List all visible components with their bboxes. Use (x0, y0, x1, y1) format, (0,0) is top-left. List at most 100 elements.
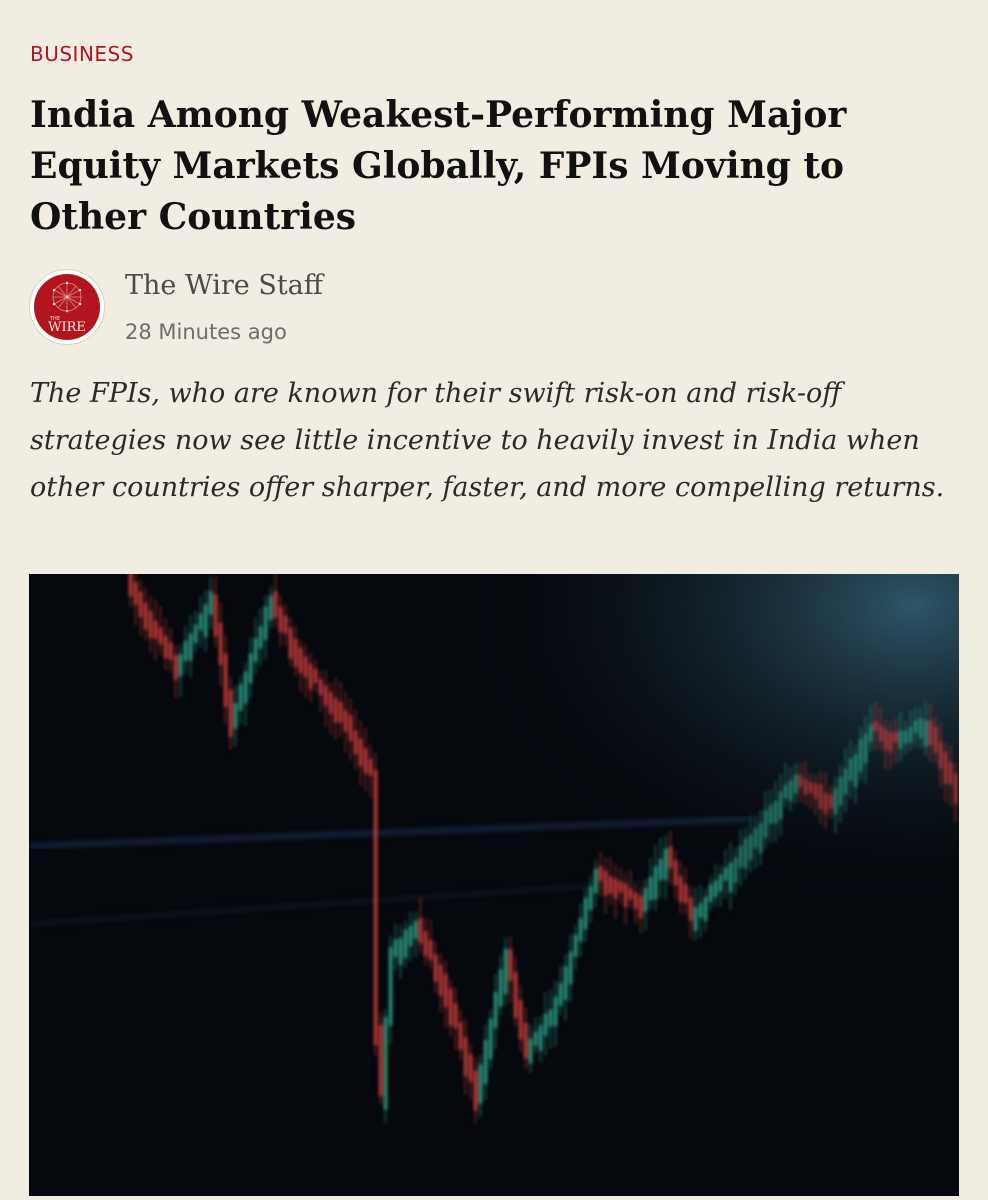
candle-body (259, 626, 263, 649)
candle-body (134, 581, 138, 605)
candle-body (804, 778, 808, 795)
svg-text:WIRE: WIRE (48, 320, 86, 335)
candle-body (549, 1009, 553, 1027)
candle-body (169, 642, 173, 661)
candle-body (854, 754, 858, 788)
candle-body (814, 783, 818, 800)
author-name[interactable]: The Wire Staff (125, 270, 323, 301)
candle-body (769, 805, 773, 824)
candle-body (214, 594, 218, 637)
candle-body (384, 1017, 388, 1110)
candle-body (909, 726, 913, 743)
candle-body (329, 691, 333, 714)
candle-body (374, 770, 378, 1046)
candle-body (509, 948, 513, 981)
candle-body (399, 937, 403, 965)
candle-body (389, 947, 393, 1026)
candle-body (434, 954, 438, 982)
candle-body (414, 920, 418, 939)
candle-body (844, 768, 848, 795)
candle-body (369, 758, 373, 776)
candle-body (319, 679, 323, 696)
candle-body (559, 982, 563, 1006)
candle-body (249, 653, 253, 684)
article-hero-image[interactable] (29, 574, 959, 1196)
candle-body (884, 729, 888, 751)
candle-body (784, 784, 788, 799)
candle-body (464, 1037, 468, 1077)
candle-body (894, 732, 898, 743)
candle-body (524, 1022, 528, 1059)
candle-body (739, 845, 743, 868)
candle-body (469, 1054, 473, 1082)
candle-body (704, 896, 708, 921)
candle-body (934, 727, 938, 753)
candle-body (404, 929, 408, 958)
candle-body (589, 886, 593, 911)
candle-body (694, 907, 698, 932)
candle-body (364, 748, 368, 774)
article-standfirst: The FPIs, who are known for their swift … (30, 378, 945, 503)
candle-body (439, 964, 443, 996)
candle-body (189, 633, 193, 661)
candle-body (244, 671, 248, 704)
candle-body (199, 613, 203, 631)
candle-body (929, 720, 933, 746)
candle-body (339, 701, 343, 723)
candle-body (474, 1070, 478, 1111)
candle-body (744, 838, 748, 869)
candle-body (819, 784, 823, 810)
candle-body (409, 925, 413, 947)
candle-body (614, 878, 618, 899)
candle-body (129, 574, 133, 597)
candle-body (674, 860, 678, 886)
candle-body (174, 655, 178, 680)
candle-body (449, 988, 453, 1026)
candle-body (419, 917, 423, 944)
candle-body (634, 892, 638, 910)
candle-body (944, 751, 948, 784)
candle-body (879, 724, 883, 742)
candle-body (194, 624, 198, 644)
candle-body (164, 635, 168, 659)
candle-body (699, 903, 703, 918)
candle-body (239, 684, 243, 711)
candle-body (924, 720, 928, 747)
candle-body (349, 715, 353, 741)
candle-body (774, 800, 778, 824)
candle-body (689, 897, 693, 921)
candle-body (839, 777, 843, 806)
candle-body (799, 774, 803, 788)
candle-body (514, 972, 518, 1018)
author-avatar[interactable]: THE WIRE (30, 270, 104, 344)
candle-body (709, 884, 713, 903)
candle-body (229, 689, 233, 737)
candle-body (429, 939, 433, 960)
candle-body (954, 773, 958, 804)
candle-body (669, 846, 673, 869)
candle-body (724, 867, 728, 881)
candle-body (304, 656, 308, 678)
candle-body (714, 880, 718, 897)
category-link[interactable]: BUSINESS (30, 42, 134, 66)
candle-body (534, 1031, 538, 1046)
candle-body (344, 710, 348, 732)
candle-body (869, 724, 873, 742)
candle-body (639, 895, 643, 919)
candle-body (834, 787, 838, 815)
candle-body (184, 640, 188, 661)
candle-body (159, 627, 163, 645)
candle-body (479, 1064, 483, 1104)
candle-body (824, 792, 828, 814)
candle-body (444, 973, 448, 1008)
candle-body (504, 948, 508, 995)
candle-body (759, 822, 763, 853)
candle-body (274, 591, 278, 618)
article-headline[interactable]: India Among Weakest-Performing Major Equ… (30, 94, 847, 238)
candle-body (294, 638, 298, 667)
candle-body (649, 876, 653, 901)
candle-body (619, 881, 623, 893)
candle-body (829, 794, 833, 809)
candle-body (849, 758, 853, 781)
